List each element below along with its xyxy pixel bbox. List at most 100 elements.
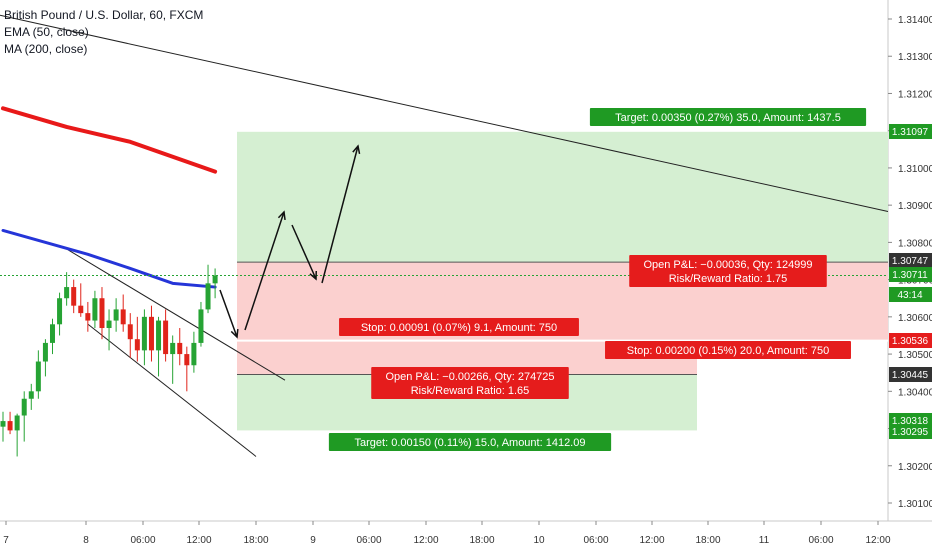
candle-body (191, 342, 197, 366)
trendline (0, 14, 889, 212)
short-pnl-label-text: Open P&L: −0.00266, Qty: 274725 (385, 371, 554, 383)
candle-17 (120, 294, 126, 332)
short-pnl-label-text: Risk/Reward Ratio: 1.65 (411, 385, 530, 397)
candle-5 (35, 350, 41, 399)
candle-body (170, 342, 176, 355)
price-badge-text: 1.30747 (892, 256, 929, 267)
price-badge-text: 1.30445 (892, 370, 929, 381)
candle-22 (156, 316, 162, 377)
price-badge-box (889, 253, 932, 268)
price-badge: 1.30747 (889, 253, 932, 268)
price-tick-label: 1.30800 (898, 238, 932, 249)
long-pnl-label-box (629, 255, 827, 287)
candle-body (28, 391, 34, 399)
candle-body (35, 361, 41, 392)
candle-body (198, 309, 204, 343)
ma-legend[interactable]: MA (200, close) (4, 42, 88, 56)
candle-4 (28, 383, 34, 410)
price-badge-box (889, 424, 932, 439)
candle-15 (106, 309, 112, 351)
price-tick-label: 1.31000 (898, 164, 932, 175)
time-tick-label: 9 (310, 535, 316, 546)
candle-12 (85, 301, 91, 332)
candle-body (184, 354, 190, 366)
candle-23 (163, 309, 169, 362)
arrow-up-2-head (352, 144, 361, 154)
price-badge: 1.30295 (889, 424, 932, 439)
price-badge-text: 1.31097 (892, 127, 929, 138)
candle-2 (14, 413, 20, 457)
time-tick-label: 11 (759, 535, 770, 546)
time-tick-label: 7 (3, 535, 9, 546)
long-pnl-label-text: Open P&L: −0.00036, Qty: 124999 (643, 259, 812, 271)
candle-body (106, 320, 112, 329)
ema-legend[interactable]: EMA (50, close) (4, 25, 89, 39)
long-stop-label-text: Stop: 0.00091 (0.07%) 9.1, Amount: 750 (361, 322, 557, 334)
price-tick-label: 1.30400 (898, 387, 932, 398)
price-badge-box (889, 267, 932, 282)
price-badge-text: 1.30318 (892, 416, 929, 427)
long-target-label: Target: 0.00350 (0.27%) 35.0, Amount: 14… (589, 108, 867, 126)
price-badge-text: 1.30711 (892, 270, 928, 281)
arrow-up-1-head (277, 210, 286, 221)
candle-1 (7, 411, 13, 435)
candle-body (71, 287, 77, 306)
short-target-label-box (328, 433, 612, 451)
candles (0, 264, 218, 457)
candle-body (205, 283, 211, 310)
price-badge-box (889, 367, 932, 382)
time-tick-label: 12:00 (186, 535, 211, 546)
price-tick-label: 1.31400 (898, 15, 932, 26)
arrow-down-1 (219, 289, 238, 338)
candle-body (42, 342, 48, 362)
candle-body (21, 398, 27, 416)
price-badge-box (889, 333, 932, 348)
candle-body (134, 339, 140, 351)
candle-11 (78, 283, 84, 317)
long-pnl-label: Open P&L: −0.00036, Qty: 124999 Risk/Rewa… (629, 255, 827, 287)
time-tick-label: 06:00 (130, 535, 155, 546)
candle-7 (49, 318, 55, 355)
short-pnl-label-box (371, 367, 569, 399)
price-badge-box (889, 124, 932, 139)
candle-body (78, 305, 84, 314)
candle-19 (134, 316, 140, 362)
candle-body (0, 421, 6, 427)
ma-200-line (1, 106, 218, 174)
candle-27 (191, 331, 197, 373)
candle-28 (198, 301, 204, 347)
candle-body (148, 316, 154, 351)
long-target-label-box (589, 108, 867, 126)
candle-body (7, 421, 13, 431)
candle-body (127, 324, 133, 340)
price-badge-text: 43:14 (897, 290, 922, 301)
price-tick-label: 1.31200 (898, 89, 932, 100)
price-tick-label: 1.30200 (898, 462, 932, 473)
price-tick-label: 1.30600 (898, 313, 932, 324)
candle-14 (99, 287, 105, 340)
long-pnl-label-text: Risk/Reward Ratio: 1.75 (669, 273, 788, 285)
time-tick-label: 8 (83, 535, 89, 546)
candle-3 (21, 391, 27, 442)
time-tick-label: 18:00 (695, 535, 720, 546)
arrow-down-1-head (230, 328, 239, 339)
time-tick-label: 18:00 (469, 535, 494, 546)
price-badge-text: 1.30536 (892, 336, 929, 347)
candle-body (177, 342, 183, 355)
price-badge: 1.31097 (889, 124, 932, 139)
chart-legend: British Pound / U.S. Dollar, 60, FXCM EM… (4, 7, 203, 58)
candle-18 (127, 313, 133, 358)
candle-26 (184, 346, 190, 392)
candle-21 (148, 305, 154, 362)
candle-body (85, 313, 91, 321)
candle-body (156, 320, 162, 351)
candle-8 (57, 292, 63, 336)
time-tick-label: 18:00 (243, 535, 268, 546)
price-badge: 1.30711 (889, 267, 932, 282)
symbol-title[interactable]: British Pound / U.S. Dollar, 60, FXCM (4, 8, 204, 22)
price-badge: 43:14 (889, 287, 932, 302)
candle-29 (205, 264, 211, 314)
short-stop-label: Stop: 0.00200 (0.15%) 20.0, Amount: 750 (605, 341, 851, 359)
